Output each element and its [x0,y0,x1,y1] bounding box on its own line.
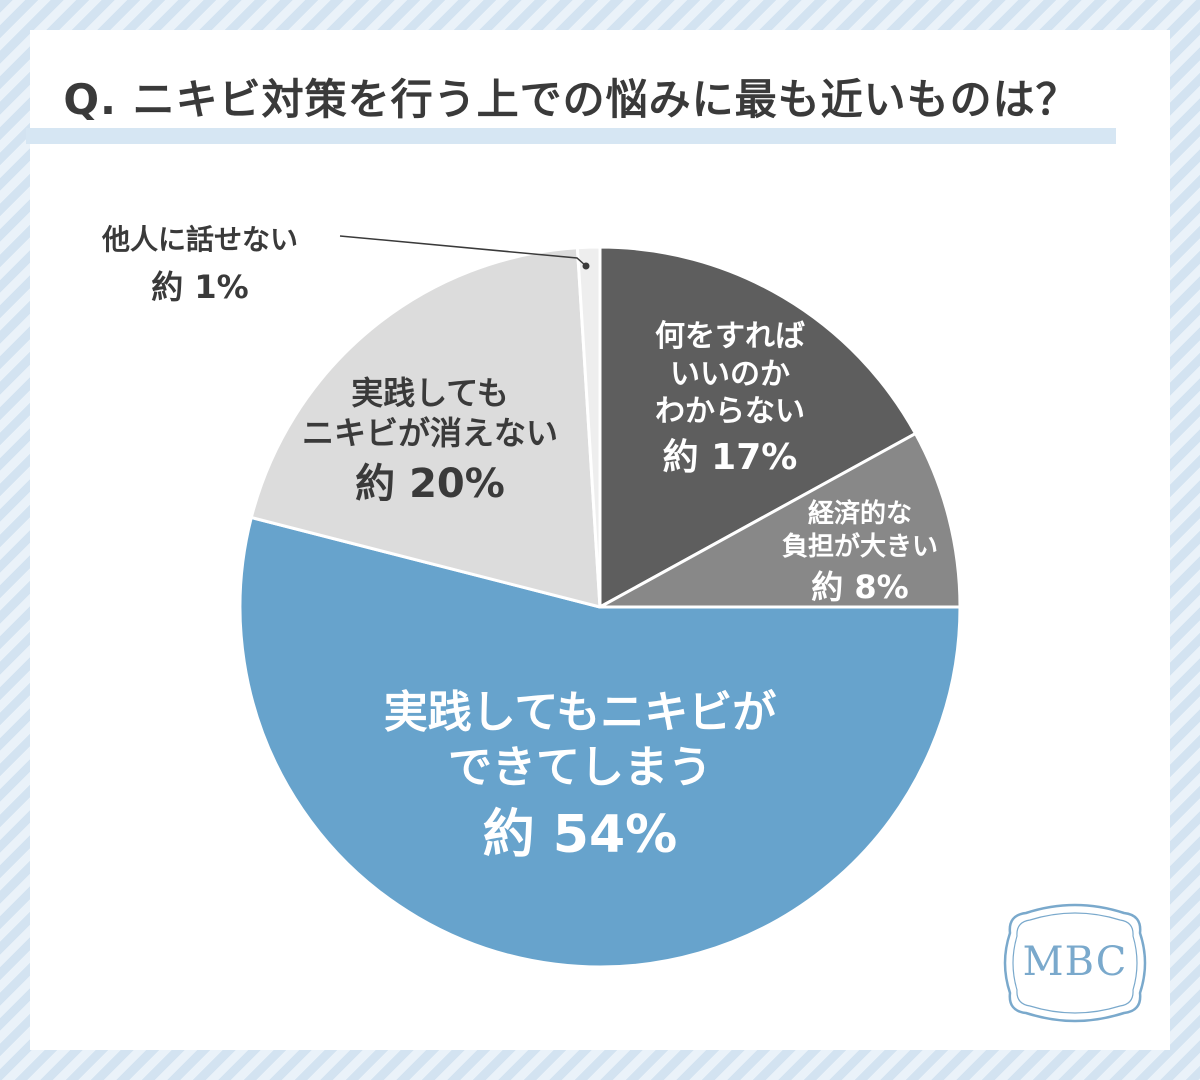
pie-slice-1 [575,245,602,609]
pie-slices [238,245,962,969]
pie-slice-20 [249,246,602,609]
label-slice-8-line: 負担が大きい [781,531,938,562]
title-highlight [26,128,1116,144]
label-slice-17-line: いいのか [670,356,790,392]
chart-title: Q. ニキビ対策を行う上での悩みに最も近いものは？ [63,75,1079,124]
label-slice-1: 他人に話せない 約 1% [80,222,320,307]
pie-slice-17 [598,245,917,609]
label-slice-1-pct: 約 1% [151,268,249,306]
label-slice-54: 実践してもニキビが できてしまう 約 54% [320,685,840,868]
title-area: Q. ニキビ対策を行う上での悩みに最も近いものは？ [26,68,1116,150]
leader-line [339,235,587,267]
pie-slice-54 [238,515,962,969]
label-slice-20-line: 実践しても [351,374,509,412]
label-slice-54-pct: 約 54% [482,805,678,865]
label-slice-17-pct: 約 17% [662,436,798,478]
logo-frame-icon [1003,903,1147,1023]
label-slice-20-pct: 約 20% [355,461,505,507]
label-slice-54-line: できてしまう [448,742,712,793]
label-slice-20: 実践しても ニキビが消えない 約 20% [280,373,580,509]
label-slice-8-pct: 約 8% [811,568,909,606]
label-slice-17-line: 何をすれば [655,319,805,354]
label-slice-20-line: ニキビが消えない [301,414,558,452]
label-slice-8: 経済的な 負担が大きい 約 8% [770,498,950,607]
pie-slice-8 [598,432,962,609]
label-slice-17-line: わからない [655,394,805,429]
logo-text: MBC [1022,939,1128,985]
mbc-logo: MBC [1002,903,1148,1023]
label-slice-8-line: 経済的な [807,499,912,529]
label-slice-17: 何をすれば いいのか わからない 約 17% [630,318,830,480]
leader-dot [582,262,590,270]
label-slice-1-line: 他人に話せない [101,223,298,256]
label-slice-54-line: 実践してもニキビが [383,687,777,738]
